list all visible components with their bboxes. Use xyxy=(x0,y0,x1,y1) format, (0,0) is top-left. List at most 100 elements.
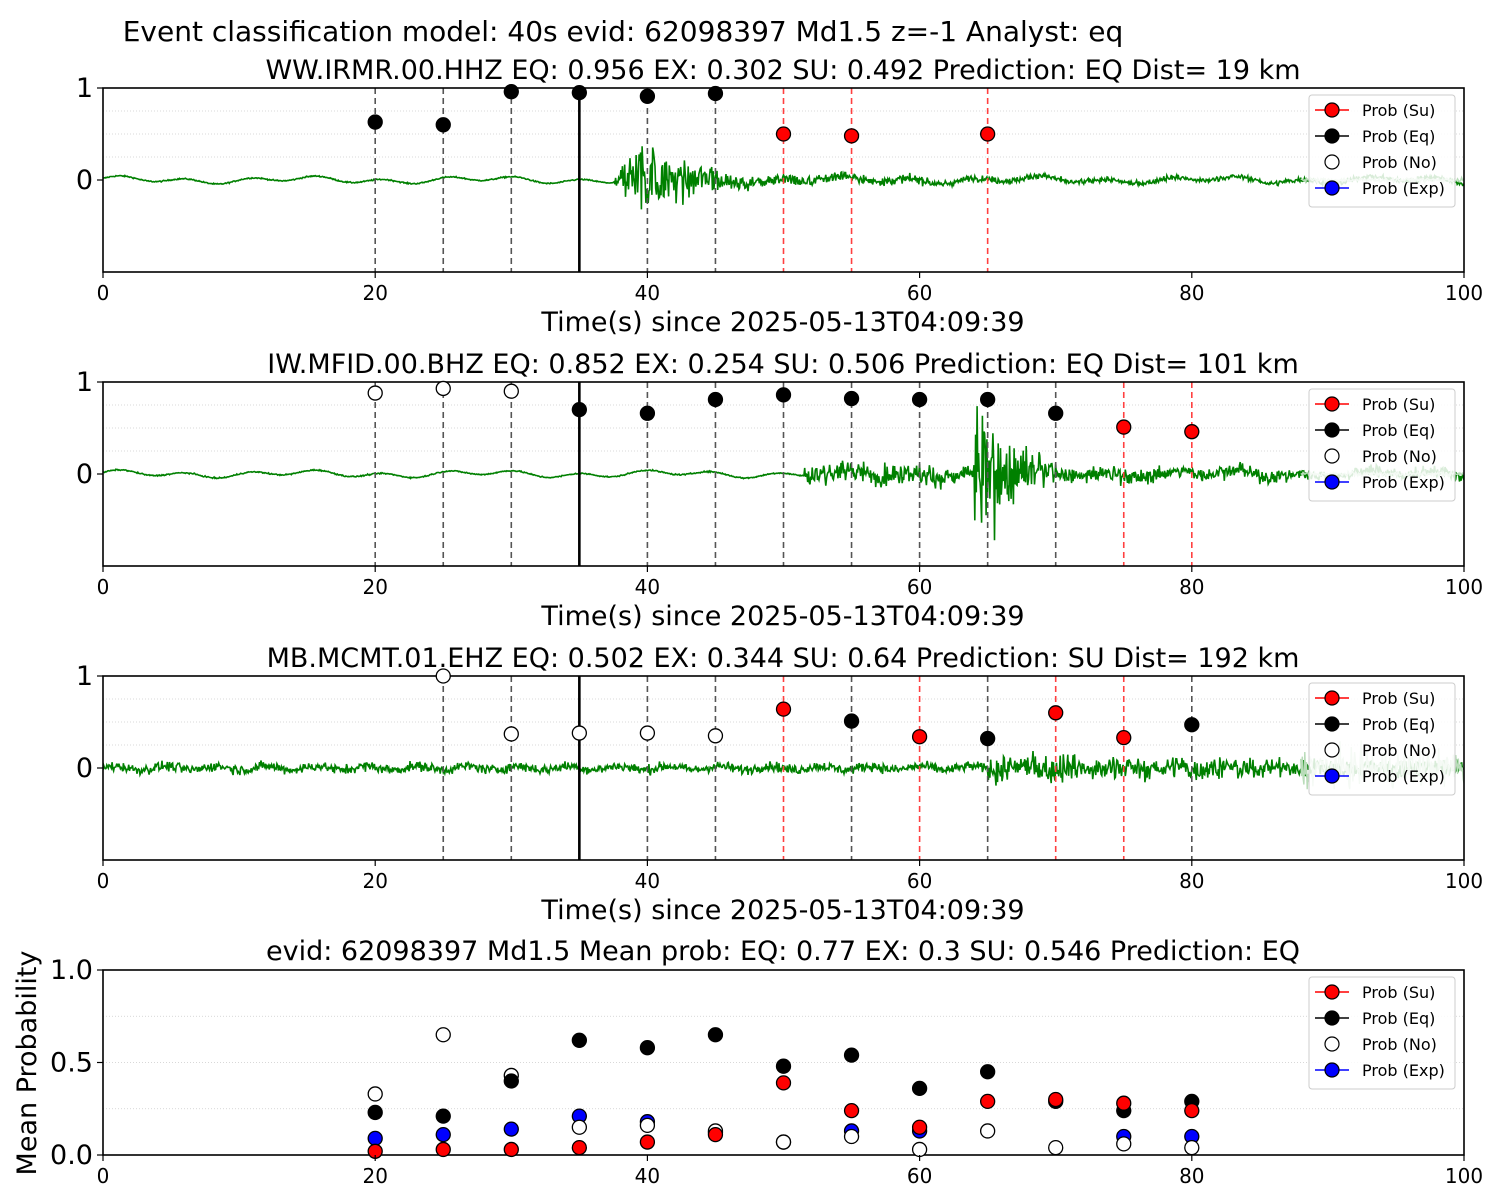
legend-marker-eq xyxy=(1324,422,1340,438)
legend-marker-eq xyxy=(1324,1010,1340,1026)
point-no xyxy=(503,726,519,742)
x-tick-label: 20 xyxy=(362,575,387,599)
x-tick-label: 40 xyxy=(635,575,660,599)
point-exp xyxy=(367,1130,383,1146)
point-eq xyxy=(571,1032,587,1048)
point-eq xyxy=(843,1047,860,1063)
markers xyxy=(435,668,1200,747)
x-tick-label: 0 xyxy=(97,281,110,305)
point-eq xyxy=(707,1027,724,1043)
x-tick-label: 80 xyxy=(1179,575,1204,599)
legend-label: Prob (Su) xyxy=(1362,101,1435,120)
point-eq xyxy=(980,391,996,408)
gridlines xyxy=(103,1015,1464,1110)
point-su xyxy=(911,1119,928,1135)
point-no xyxy=(639,1117,656,1134)
x-tick-label: 100 xyxy=(1445,1164,1483,1188)
y-ticks: 01 xyxy=(76,367,103,490)
legend-label: Prob (Eq) xyxy=(1362,1009,1435,1028)
x-tick-label: 80 xyxy=(1179,1164,1204,1188)
x-tick-label: 20 xyxy=(362,281,387,305)
panel-4-ylabel: Mean Probability xyxy=(12,951,43,1176)
point-eq xyxy=(707,391,724,408)
x-tick-label: 100 xyxy=(1445,281,1483,305)
legend-label: Prob (Su) xyxy=(1362,689,1435,708)
x-tick-label: 40 xyxy=(635,1164,660,1188)
y-tick-label: 1 xyxy=(76,73,93,104)
point-su xyxy=(1048,705,1064,721)
legend-marker-no xyxy=(1324,742,1340,758)
point-su xyxy=(980,126,996,142)
point-no xyxy=(503,383,519,399)
panel-1-xlabel: Time(s) since 2025-05-13T04:09:39 xyxy=(540,307,1024,338)
y-tick-label: 0 xyxy=(76,165,93,196)
point-su xyxy=(639,1134,656,1150)
point-eq xyxy=(571,401,587,418)
x-ticks: 0 20 40 60 80 100 xyxy=(97,860,1483,893)
panel-1-title: WW.IRMR.00.HHZ EQ: 0.956 EX: 0.302 SU: 0… xyxy=(265,55,1300,86)
point-no xyxy=(367,1086,383,1102)
legend-marker-no xyxy=(1324,448,1340,464)
legend-label: Prob (No) xyxy=(1362,153,1437,172)
panel-3: MB.MCMT.01.EHZ EQ: 0.502 EX: 0.344 SU: 0… xyxy=(76,643,1483,926)
point-eq xyxy=(639,88,656,104)
point-su xyxy=(571,1139,587,1156)
legend-marker-exp xyxy=(1324,768,1340,784)
point-eq xyxy=(707,85,724,102)
panel-2-title: IW.MFID.00.BHZ EQ: 0.852 EX: 0.254 SU: 0… xyxy=(267,349,1299,380)
markers xyxy=(367,84,996,144)
x-tick-label: 80 xyxy=(1179,281,1204,305)
point-su xyxy=(1116,729,1132,746)
point-eq xyxy=(639,405,656,421)
point-eq xyxy=(775,387,792,403)
x-tick-label: 0 xyxy=(97,575,110,599)
gridlines xyxy=(103,110,1464,158)
point-no xyxy=(775,1134,792,1150)
legend: Prob (Su) Prob (Eq) Prob (No) Prob (Exp) xyxy=(1308,94,1456,208)
x-ticks: 0 20 40 60 80 100 xyxy=(97,272,1483,305)
y-tick-label: 1 xyxy=(76,661,93,692)
legend-box xyxy=(1308,388,1456,502)
point-su xyxy=(775,126,792,142)
point-su xyxy=(843,1102,860,1119)
legend-label: Prob (No) xyxy=(1362,1035,1437,1054)
legend-marker-exp xyxy=(1324,1062,1340,1078)
x-tick-label: 20 xyxy=(362,869,387,893)
y-tick-label: 0 xyxy=(76,459,93,490)
x-ticks: 0 20 40 60 80 100 xyxy=(97,1155,1483,1188)
x-tick-label: 0 xyxy=(97,1164,110,1188)
legend-label: Prob (Eq) xyxy=(1362,715,1435,734)
point-su xyxy=(503,1141,519,1158)
legend: Prob (Su) Prob (Eq) Prob (No) Prob (Exp) xyxy=(1308,976,1456,1090)
point-no xyxy=(843,1128,860,1145)
point-eq xyxy=(367,1104,383,1121)
point-su xyxy=(980,1093,996,1109)
panel-3-title: MB.MCMT.01.EHZ EQ: 0.502 EX: 0.344 SU: 0… xyxy=(267,643,1300,674)
legend-label: Prob (Exp) xyxy=(1362,179,1445,198)
point-no xyxy=(639,725,656,741)
point-no xyxy=(1116,1136,1132,1152)
point-su xyxy=(775,1075,792,1091)
figure-title: Event classification model: 40s evid: 62… xyxy=(123,15,1124,48)
legend-marker-eq xyxy=(1324,716,1340,732)
x-tick-label: 60 xyxy=(907,281,932,305)
legend-marker-exp xyxy=(1324,180,1340,196)
point-eq xyxy=(1184,717,1200,733)
legend-marker-su xyxy=(1324,102,1340,118)
x-tick-label: 80 xyxy=(1179,869,1204,893)
point-eq xyxy=(911,1080,928,1097)
legend-marker-no xyxy=(1324,154,1340,170)
legend-label: Prob (Eq) xyxy=(1362,421,1435,440)
legend-label: Prob (No) xyxy=(1362,741,1437,760)
point-eq xyxy=(435,1108,451,1124)
gridlines xyxy=(103,698,1464,746)
legend-box xyxy=(1308,682,1456,796)
point-eq xyxy=(1048,405,1064,421)
panel-2: IW.MFID.00.BHZ EQ: 0.852 EX: 0.254 SU: 0… xyxy=(76,349,1483,632)
point-eq xyxy=(503,84,519,100)
point-su xyxy=(435,1141,451,1158)
waveform-trace xyxy=(103,146,1464,210)
